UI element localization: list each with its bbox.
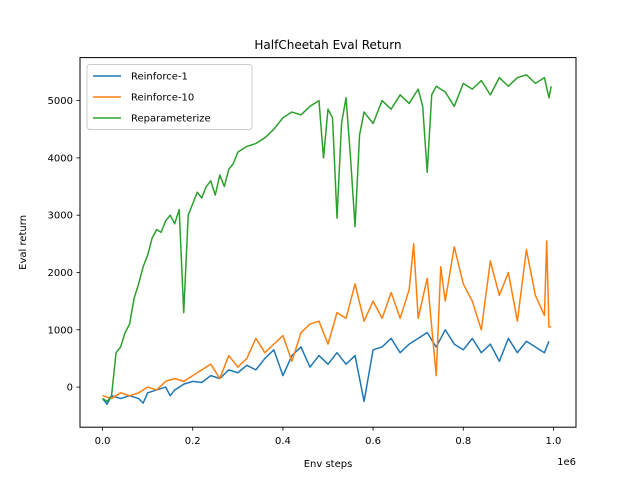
x-axis-offset-label: 1e6 — [557, 457, 576, 468]
y-tick-label: 3000 — [48, 211, 73, 222]
series-lines — [101, 74, 552, 406]
y-axis-ticks: 0 1000 2000 3000 4000 5000 — [48, 96, 80, 394]
y-tick-label: 4000 — [48, 153, 73, 164]
legend-box — [86, 64, 253, 130]
chart-title: HalfCheetah Eval Return — [254, 38, 401, 52]
x-axis-label: Env steps — [304, 459, 353, 470]
series-line-reparameterize — [102, 74, 552, 403]
x-tick-label: 0.2 — [185, 436, 201, 447]
y-tick-label: 0 — [67, 383, 73, 394]
x-tick-label: 0.4 — [275, 436, 291, 447]
y-axis-label: Eval return — [18, 215, 29, 270]
y-tick-label: 5000 — [48, 96, 73, 107]
x-tick-label: 0.6 — [365, 436, 381, 447]
x-axis-ticks: 0.0 0.2 0.4 0.6 0.8 1.0 — [95, 427, 562, 447]
y-tick-label: 2000 — [48, 268, 73, 279]
y-tick-label: 1000 — [48, 325, 73, 336]
x-tick-label: 1.0 — [546, 436, 562, 447]
plot-frame — [79, 57, 577, 428]
legend-label-reinforce-1: Reinforce-1 — [131, 72, 188, 83]
legend-label-reparameterize: Reparameterize — [131, 114, 211, 125]
legend-label-reinforce-10: Reinforce-10 — [131, 93, 194, 104]
x-tick-label: 0.0 — [95, 436, 111, 447]
legend: Reinforce-1 Reinforce-10 Reparameterize — [86, 64, 253, 130]
series-line-reinforce-1 — [101, 329, 550, 406]
legend-items: Reinforce-1 Reinforce-10 Reparameterize — [93, 72, 211, 125]
series-line-reinforce-10 — [102, 240, 552, 400]
x-tick-label: 0.8 — [455, 436, 471, 447]
